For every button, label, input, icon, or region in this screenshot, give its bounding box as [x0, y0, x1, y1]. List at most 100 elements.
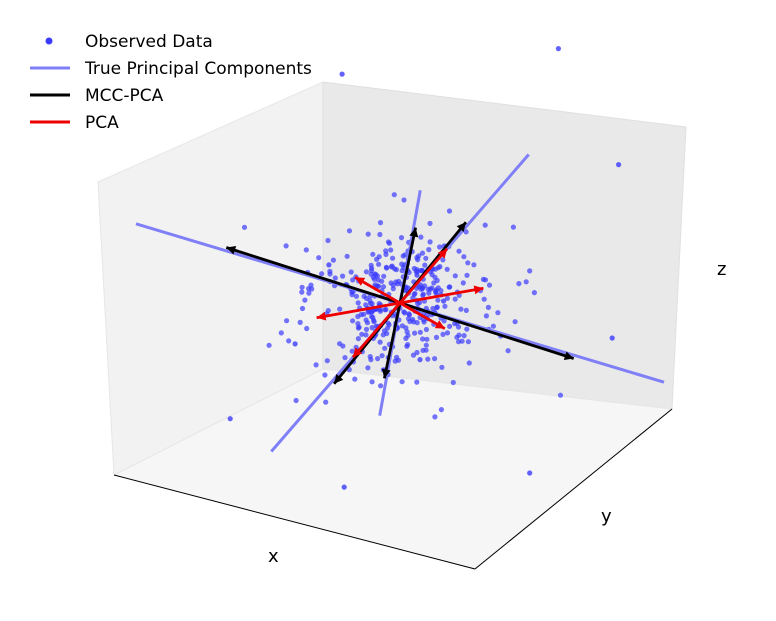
observed-data-point — [411, 265, 417, 272]
observed-data-point — [304, 325, 310, 332]
observed-data-point — [433, 334, 440, 340]
observed-data-point — [510, 224, 516, 230]
observed-data-point — [299, 289, 305, 295]
observed-data-point — [400, 253, 406, 259]
observed-data-outlier — [341, 484, 347, 490]
observed-data-point — [440, 257, 446, 263]
mcc-pca-arrow-head — [381, 368, 391, 379]
observed-data-point — [322, 372, 328, 378]
observed-data-point — [391, 192, 397, 198]
observed-data-point — [427, 220, 433, 226]
observed-data-point — [420, 336, 426, 342]
pca-arrow-shaft — [399, 286, 484, 305]
observed-data-point — [464, 272, 470, 278]
observed-data-point — [412, 330, 418, 336]
observed-data-point — [365, 231, 371, 237]
observed-data-outlier — [555, 46, 562, 52]
observed-data-point — [390, 255, 396, 261]
observed-data-point — [332, 275, 338, 281]
observed-data-point — [481, 296, 487, 302]
observed-data-point — [406, 311, 412, 317]
observed-data-point — [364, 320, 371, 326]
observed-data-point — [424, 336, 430, 342]
observed-data-point — [388, 247, 394, 253]
pca-arrow-head — [316, 311, 327, 321]
observed-data-point — [418, 234, 424, 240]
observed-data-point — [410, 352, 417, 358]
observed-data-point — [423, 326, 429, 333]
observed-data-point — [303, 247, 309, 253]
pca-arrows — [316, 247, 484, 359]
observed-data-point — [266, 342, 272, 348]
legend-label-true: True Principal Components — [84, 59, 312, 79]
pca-arrow-head — [352, 347, 363, 358]
observed-data-point — [363, 269, 369, 275]
observed-data-point — [355, 300, 361, 306]
observed-data-point — [441, 318, 447, 324]
observed-data-point — [461, 333, 467, 339]
observed-data-point — [367, 354, 373, 360]
observed-data-outlier — [616, 162, 622, 168]
observed-data-point — [365, 365, 371, 371]
observed-data-point — [359, 331, 365, 337]
observed-data-point — [297, 319, 303, 325]
observed-data-point — [466, 360, 472, 366]
observed-data-point — [369, 325, 375, 331]
observed-data-point — [434, 305, 440, 311]
observed-data-point — [422, 262, 428, 268]
observed-data-point — [380, 284, 387, 290]
observed-data-point — [417, 329, 423, 335]
z-axis-label: z — [717, 259, 726, 280]
observed-data-point — [363, 326, 370, 332]
observed-data-point — [381, 273, 387, 279]
observed-data-point — [435, 265, 441, 271]
observed-data-point — [299, 284, 305, 290]
observed-data-point — [377, 220, 384, 226]
observed-data-point — [425, 356, 431, 362]
observed-data-point — [452, 273, 458, 279]
observed-data-point — [426, 290, 432, 296]
observed-data-point — [419, 250, 426, 256]
observed-data-outlier — [292, 341, 298, 347]
observed-data-point — [447, 323, 453, 329]
observed-data-point — [447, 284, 453, 290]
observed-data-point — [393, 279, 399, 285]
observed-data-point — [523, 279, 529, 285]
observed-data-point — [438, 407, 444, 413]
observed-data-outlier — [609, 335, 615, 341]
legend-label-observed: Observed Data — [85, 32, 213, 52]
observed-data-point — [404, 343, 410, 349]
axes-panes — [97, 81, 687, 570]
mcc-pca-arrow-shaft — [399, 301, 575, 360]
mcc-pca-arrow-head — [563, 351, 574, 360]
legend-label-mcc: MCC-PCA — [85, 86, 164, 106]
observed-data-point — [371, 317, 377, 323]
observed-data-point — [283, 243, 289, 249]
observed-data-point — [440, 331, 446, 337]
observed-data-point — [444, 330, 451, 336]
observed-data-point — [450, 379, 456, 386]
mcc-pca-arrow-shaft — [398, 227, 417, 304]
observed-data-point — [423, 342, 429, 348]
observed-data-point — [414, 379, 420, 385]
pca-arrow-shaft — [316, 301, 401, 320]
observed-data-point — [505, 348, 511, 354]
observed-data-point — [512, 319, 518, 325]
observed-data-point — [355, 325, 361, 331]
observed-data-point — [378, 383, 384, 389]
observed-data-point — [461, 254, 467, 260]
observed-data-point — [284, 318, 290, 324]
mcc-pca-arrow-shaft — [225, 246, 401, 305]
observed-data-point — [353, 293, 359, 299]
observed-data-point — [399, 268, 405, 274]
observed-data-point — [377, 308, 383, 314]
observed-data-point — [376, 254, 382, 260]
observed-data-point — [278, 330, 284, 336]
observed-data-point — [414, 320, 420, 326]
observed-data-point — [384, 265, 390, 271]
observed-data-point — [377, 339, 383, 345]
observed-data-point — [415, 257, 421, 263]
observed-data-point — [399, 323, 405, 329]
observed-data-point — [486, 282, 493, 288]
